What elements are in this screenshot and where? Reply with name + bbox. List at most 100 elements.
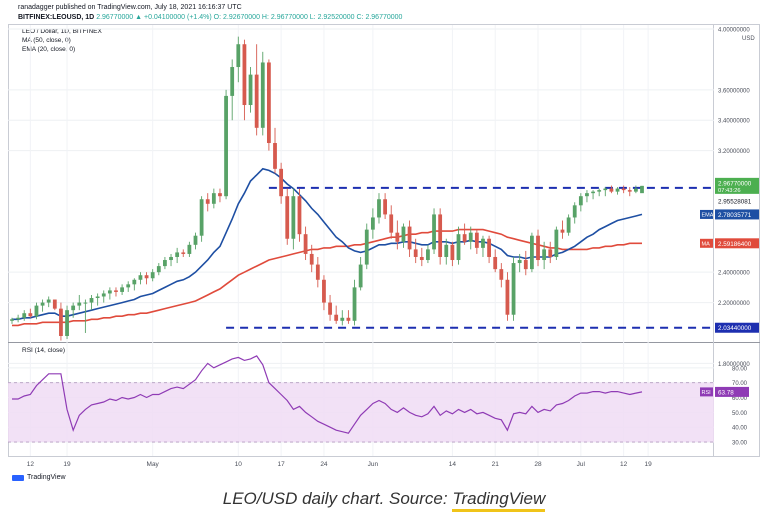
candle-body [114, 290, 118, 292]
caption-source-link[interactable]: TradingView [452, 489, 546, 512]
candle-body [175, 252, 180, 257]
candle-body [138, 275, 143, 280]
time-tick-label: 12 [27, 461, 35, 468]
candle-body [218, 193, 222, 197]
legend-title[interactable]: LEO / Dollar, 1D, BITFINEX [22, 28, 102, 35]
candle-body [40, 302, 45, 306]
candle-body [242, 44, 247, 106]
candle-body [260, 62, 265, 128]
candle-body [169, 256, 173, 261]
candle-body [248, 74, 253, 106]
legend-ema[interactable]: EMA (20, close, 0) [22, 46, 76, 53]
price-tick-label: 1.80000000 [718, 362, 750, 368]
candle-body [572, 205, 577, 218]
figure-caption: LEO/USD daily chart. Source: TradingView [0, 489, 768, 512]
candle-body [633, 188, 638, 192]
candle-body [303, 234, 308, 254]
tradingview-logo-icon [12, 474, 24, 481]
candle-body [640, 185, 644, 194]
upper-level-tag-bg [715, 195, 759, 206]
candle-body [120, 287, 124, 292]
candle-body [487, 238, 491, 257]
rsi-band-layer [8, 382, 714, 443]
ma-layer [12, 167, 643, 327]
candle-body [315, 264, 320, 280]
candle-body [328, 302, 332, 315]
legend-ma[interactable]: MA (50, close, 0) [22, 37, 71, 44]
rsi-line [12, 355, 643, 434]
candle-body [254, 74, 259, 128]
candle-body [83, 302, 88, 304]
candle-body [523, 260, 528, 270]
candle-body [89, 298, 94, 303]
rsi-mini-tag: RSI [702, 390, 712, 396]
candle-body [273, 143, 277, 169]
rsi-tick-label: 70.00 [732, 381, 748, 387]
candle-body [199, 199, 204, 236]
ma-mini-tag-bg [700, 238, 713, 248]
candle-body [59, 308, 63, 336]
candle-body [352, 287, 357, 321]
candle-body [22, 313, 27, 318]
time-tick-label: 12 [620, 461, 628, 468]
candle-body [591, 191, 595, 194]
time-tick-label: 21 [492, 461, 500, 468]
countdown-bg [715, 186, 759, 194]
candle-body [621, 188, 626, 191]
candle-body [401, 226, 406, 242]
chart-frame: ranadagger published on TradingView.com,… [8, 0, 760, 472]
price-tick-label: 4.00000000 [718, 28, 750, 34]
candle-body [462, 234, 467, 242]
rsi-value-tag-bg [715, 386, 749, 397]
time-tick-label: 24 [320, 461, 328, 468]
ma-value-tag: 2.59186400 [718, 241, 752, 248]
candle-body [279, 168, 284, 197]
tradingview-logo-text: TradingView [27, 474, 66, 481]
support-value-tag-bg [715, 322, 759, 333]
candle-body [578, 196, 583, 206]
rsi-title[interactable]: RSI (14, close) [22, 347, 65, 354]
candle-body [426, 249, 430, 261]
candle-body [16, 317, 21, 320]
candle-body [144, 275, 149, 279]
candle-body [505, 279, 510, 315]
candle-body [517, 260, 522, 264]
candle-body [224, 95, 228, 197]
candle-body [28, 313, 33, 317]
candle-body [413, 249, 418, 257]
candle-body [163, 260, 167, 267]
candle-body [389, 214, 394, 233]
rsi-tick-label: 80.00 [732, 366, 748, 372]
time-tick-label: 17 [278, 461, 286, 468]
rsi-tick-label: 40.00 [732, 426, 748, 432]
candle-body [370, 217, 375, 230]
rsi-mini-tag-bg [700, 387, 713, 397]
candle-body [511, 263, 516, 315]
time-tick-label: 14 [449, 461, 457, 468]
rsi-value-tag: 63.78 [718, 389, 734, 396]
candle-body [395, 232, 400, 242]
ema-mini-tag-bg [700, 209, 713, 219]
candle-body [419, 256, 424, 261]
last-price-tag-bg [715, 177, 759, 188]
tradingview-logo[interactable]: TradingView [12, 474, 66, 481]
candle-body [499, 269, 504, 280]
publisher-line: ranadagger published on TradingView.com,… [18, 4, 242, 11]
candle-body [230, 67, 235, 96]
candle-body [364, 229, 369, 265]
candle-body [150, 272, 155, 279]
candle-body [542, 249, 547, 261]
price-chart-svg[interactable]: 4.00000000 3.60000000 3.40000000 3.20000000… [8, 0, 760, 472]
rsi-band [8, 382, 714, 443]
candle-body [444, 244, 449, 257]
ema-mini-tag: EMA [702, 213, 714, 219]
candle-body [107, 290, 112, 294]
currency-label: USD [742, 36, 755, 42]
ma-value-tag-bg [715, 238, 759, 249]
price-tick-label: 3.20000000 [718, 149, 750, 155]
candle-body [438, 214, 443, 257]
candle-body [322, 279, 326, 303]
candle-body [407, 226, 412, 250]
candle-body [132, 279, 137, 285]
candle-body [474, 232, 479, 248]
